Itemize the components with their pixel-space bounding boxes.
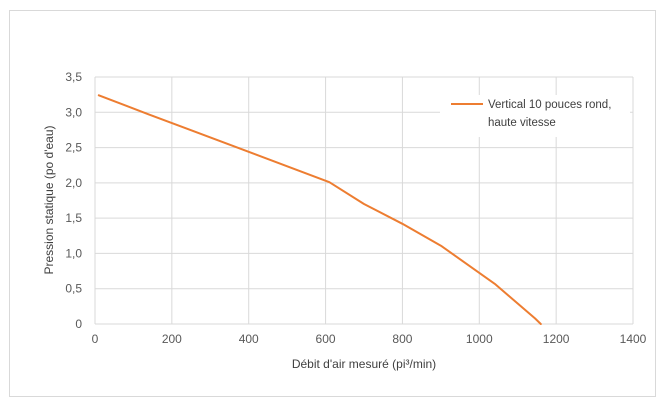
legend-label-line-2: haute vitesse [488,117,556,129]
x-axis-ticks: 0 200 400 600 800 1000 1200 1400 [92,332,647,346]
series-layer [97,94,542,325]
x-tick-label: 600 [316,332,336,346]
x-tick-label: 200 [162,332,182,346]
y-axis-title: Pression statique (po d'eau) [42,125,56,274]
legend-background [440,95,630,137]
y-tick-label: 1,0 [65,246,82,260]
y-tick-label: 0,5 [65,282,82,296]
legend-label-line-1: Vertical 10 pouces rond, [488,99,611,111]
x-tick-label: 1000 [466,332,493,346]
y-tick-label: 3,0 [65,105,82,119]
y-axis-ticks: 0 0,5 1,0 1,5 2,0 2,5 3,0 3,5 [65,70,82,331]
x-tick-label: 400 [239,332,259,346]
series-line [97,94,542,325]
y-tick-label: 1,5 [65,211,82,225]
x-tick-label: 1400 [620,332,647,346]
y-tick-label: 2,5 [65,141,82,155]
y-tick-label: 3,5 [65,70,82,84]
y-tick-label: 2,0 [65,176,82,190]
x-tick-label: 800 [392,332,412,346]
x-axis-title: Débit d'air mesuré (pi³/min) [292,357,436,371]
x-tick-label: 0 [92,332,99,346]
chart-frame [9,10,656,397]
legend: Vertical 10 pouces rond, haute vitesse [440,95,630,137]
y-tick-label: 0 [75,317,82,331]
x-tick-label: 1200 [543,332,570,346]
